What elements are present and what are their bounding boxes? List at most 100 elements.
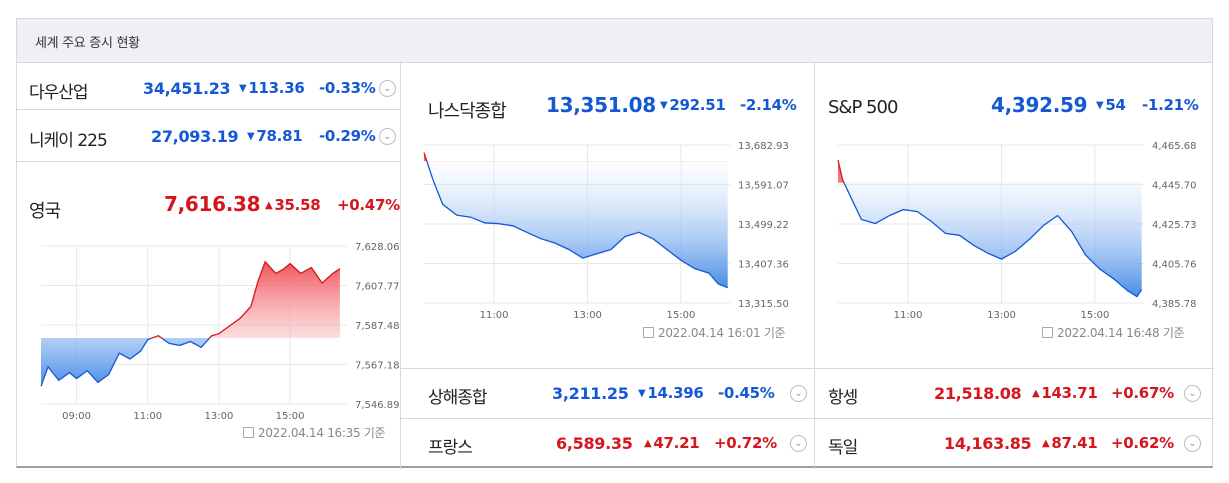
x-tick-label: 15:00 bbox=[276, 411, 305, 422]
index-row-germany[interactable]: 독일 14,163.85 ▲ 87.41 +0.62% ⌄ bbox=[814, 420, 1214, 466]
expand-icon[interactable]: ⌄ bbox=[1184, 435, 1201, 452]
index-percent: -0.33% bbox=[319, 79, 376, 97]
index-percent: -1.21% bbox=[1142, 96, 1199, 114]
y-tick-label: 13,591.07 bbox=[738, 181, 789, 192]
x-tick-label: 09:00 bbox=[62, 411, 91, 422]
y-tick-label: 7,546.89 bbox=[355, 400, 400, 411]
calendar-icon bbox=[243, 427, 254, 438]
index-change: 47.21 bbox=[653, 434, 700, 452]
series-line-down bbox=[40, 337, 211, 387]
index-percent: +0.62% bbox=[1111, 434, 1174, 452]
arrow-down-icon: ▼ bbox=[1096, 100, 1104, 111]
divider bbox=[400, 63, 401, 469]
y-tick-label: 4,385.78 bbox=[1152, 299, 1197, 310]
index-name: 프랑스 bbox=[428, 438, 473, 458]
timestamp-sp500: 2022.04.14 16:48 기준 bbox=[1042, 324, 1185, 341]
arrow-up-icon: ▲ bbox=[1032, 388, 1040, 399]
expand-icon[interactable]: ⌄ bbox=[790, 435, 807, 452]
x-tick-label: 13:00 bbox=[987, 310, 1016, 321]
world-indices-panel: 세계 주요 증시 현황 다우산업 34,451.23 ▼ 113.36 -0.33… bbox=[16, 18, 1214, 469]
calendar-icon bbox=[643, 327, 654, 338]
expand-icon[interactable]: ⌄ bbox=[790, 385, 807, 402]
index-percent: -0.29% bbox=[319, 127, 376, 145]
timestamp-text: 2022.04.14 16:35 기준 bbox=[258, 426, 386, 440]
index-change: 143.71 bbox=[1041, 384, 1098, 402]
chart-uk: 7,628.06 7,607.77 7,587.48 7,567.18 7,546.89… bbox=[17, 234, 400, 428]
index-row-dow[interactable]: 다우산업 34,451.23 ▼ 113.36 -0.33% ⌄ bbox=[17, 65, 400, 111]
index-value: 4,392.59 bbox=[991, 93, 1088, 117]
index-value: 21,518.08 bbox=[934, 384, 1022, 403]
index-name: 항셍 bbox=[828, 388, 858, 408]
index-name: 상해종합 bbox=[428, 388, 488, 408]
arrow-down-icon: ▼ bbox=[247, 131, 255, 142]
y-tick-label: 13,499.22 bbox=[738, 220, 789, 231]
timestamp-nasdaq: 2022.04.14 16:01 기준 bbox=[643, 324, 786, 341]
index-name: S&P 500 bbox=[828, 97, 898, 118]
index-name: 니케이 225 bbox=[29, 131, 108, 151]
expand-icon[interactable]: ⌄ bbox=[379, 80, 396, 97]
x-tick-label: 11:00 bbox=[480, 310, 509, 321]
divider bbox=[17, 161, 400, 162]
index-row-shanghai[interactable]: 상해종합 3,211.25 ▼ 14.396 -0.45% ⌄ bbox=[400, 370, 814, 416]
arrow-up-icon: ▲ bbox=[265, 200, 273, 211]
index-value: 27,093.19 bbox=[151, 127, 239, 146]
y-tick-label: 13,682.93 bbox=[738, 141, 789, 152]
area-above-baseline bbox=[41, 261, 340, 338]
index-row-sp500[interactable]: S&P 500 4,392.59 ▼ 54 -1.21% bbox=[814, 87, 1214, 133]
y-tick-label: 4,405.76 bbox=[1152, 260, 1197, 271]
index-value: 13,351.08 bbox=[546, 93, 656, 117]
y-tick-label: 4,445.70 bbox=[1152, 181, 1197, 192]
area-below-baseline bbox=[41, 337, 210, 387]
index-name: 영국 bbox=[29, 201, 61, 222]
index-value: 7,616.38 bbox=[164, 192, 261, 216]
area-below-baseline bbox=[426, 161, 728, 288]
series-line-down bbox=[426, 161, 728, 289]
expand-icon[interactable]: ⌄ bbox=[1184, 385, 1201, 402]
index-change: 78.81 bbox=[256, 127, 303, 145]
index-change: 87.41 bbox=[1051, 434, 1098, 452]
y-tick-label: 7,607.77 bbox=[355, 282, 400, 293]
index-value: 6,589.35 bbox=[556, 434, 633, 453]
chart-nasdaq: 13,682.93 13,591.07 13,499.22 13,407.36 13,3… bbox=[400, 135, 814, 329]
divider bbox=[400, 368, 1214, 369]
index-name: 나스닥종합 bbox=[428, 101, 507, 122]
x-tick-label: 13:00 bbox=[573, 310, 602, 321]
x-tick-label: 11:00 bbox=[894, 310, 923, 321]
timestamp-text: 2022.04.14 16:48 기준 bbox=[1057, 326, 1185, 340]
index-name: 독일 bbox=[828, 438, 858, 458]
panel-title: 세계 주요 증시 현황 bbox=[35, 36, 140, 51]
x-tick-label: 11:00 bbox=[133, 411, 162, 422]
index-percent: -0.45% bbox=[718, 384, 775, 402]
index-name: 다우산업 bbox=[29, 83, 89, 103]
index-percent: +0.67% bbox=[1111, 384, 1174, 402]
index-percent: +0.72% bbox=[714, 434, 777, 452]
index-row-france[interactable]: 프랑스 6,589.35 ▲ 47.21 +0.72% ⌄ bbox=[400, 420, 814, 466]
expand-icon[interactable]: ⌄ bbox=[379, 128, 396, 145]
arrow-down-icon: ▼ bbox=[239, 83, 247, 94]
divider bbox=[400, 418, 1214, 419]
y-tick-label: 13,407.36 bbox=[738, 260, 789, 271]
index-row-uk[interactable]: 영국 7,616.38 ▲ 35.58 +0.47% bbox=[17, 189, 400, 235]
y-tick-label: 13,315.50 bbox=[738, 299, 789, 310]
y-tick-label: 7,628.06 bbox=[355, 242, 400, 253]
index-row-hangseng[interactable]: 항셍 21,518.08 ▲ 143.71 +0.67% ⌄ bbox=[814, 370, 1214, 416]
y-tick-label: 4,465.68 bbox=[1152, 141, 1197, 152]
index-percent: -2.14% bbox=[740, 96, 797, 114]
x-tick-label: 13:00 bbox=[204, 411, 233, 422]
y-tick-label: 7,567.18 bbox=[355, 361, 400, 372]
index-change: 54 bbox=[1105, 96, 1126, 114]
x-tick-label: 15:00 bbox=[667, 310, 696, 321]
index-row-nasdaq[interactable]: 나스닥종합 13,351.08 ▼ 292.51 -2.14% bbox=[400, 87, 814, 133]
index-value: 34,451.23 bbox=[143, 79, 231, 98]
timestamp-uk: 2022.04.14 16:35 기준 bbox=[243, 424, 386, 441]
area-below-baseline bbox=[844, 182, 1142, 297]
index-value: 14,163.85 bbox=[944, 434, 1032, 453]
y-tick-label: 4,425.73 bbox=[1152, 220, 1197, 231]
arrow-up-icon: ▲ bbox=[1042, 438, 1050, 449]
index-row-nikkei[interactable]: 니케이 225 27,093.19 ▼ 78.81 -0.29% ⌄ bbox=[17, 113, 400, 159]
x-tick-label: 15:00 bbox=[1081, 310, 1110, 321]
index-value: 3,211.25 bbox=[552, 384, 629, 403]
series-line-up bbox=[150, 260, 341, 338]
y-tick-label: 7,587.48 bbox=[355, 321, 400, 332]
arrow-down-icon: ▼ bbox=[660, 100, 668, 111]
